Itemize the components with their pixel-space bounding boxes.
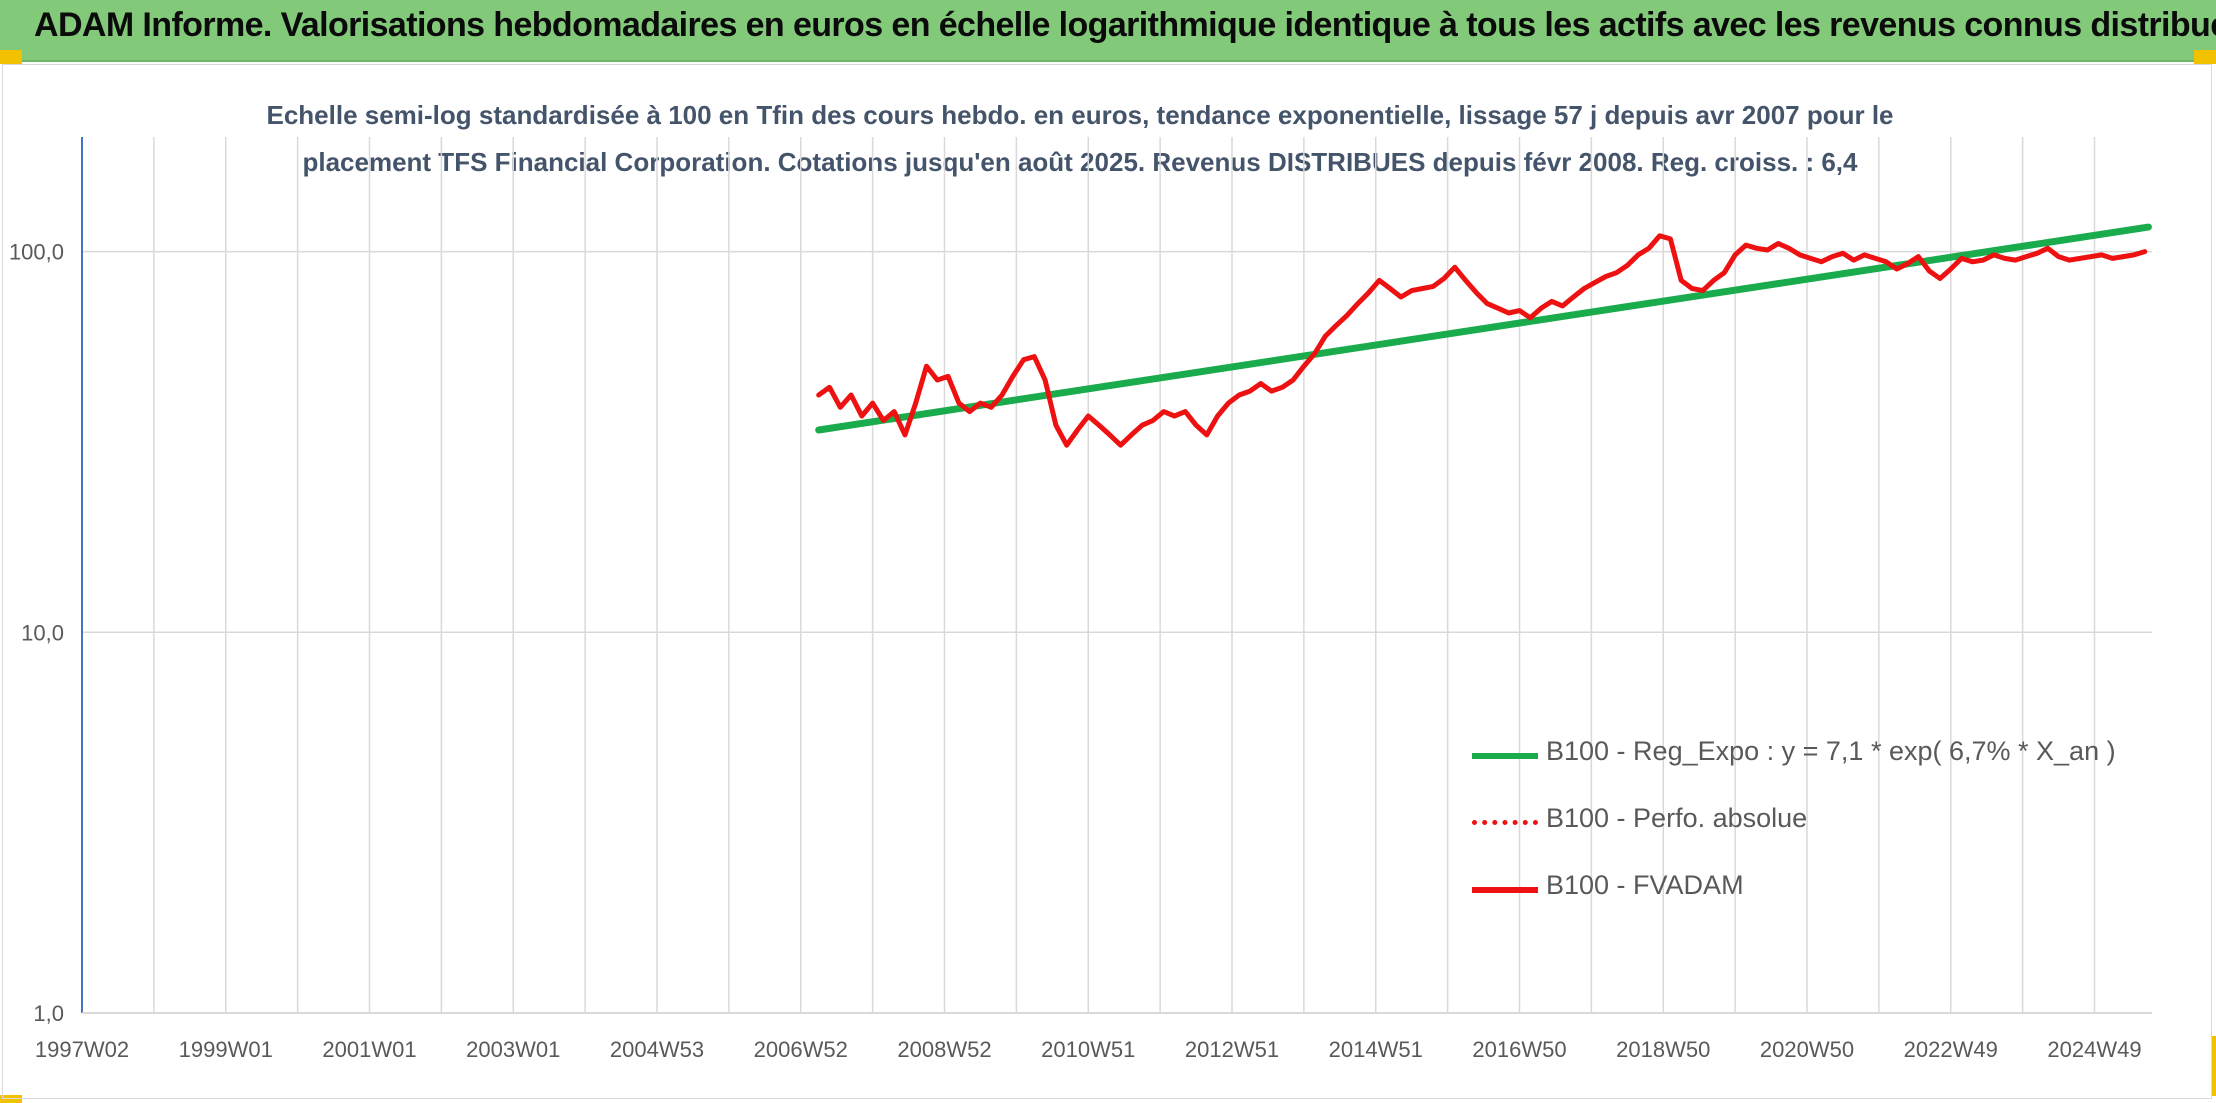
x-tick-label: 2024W49 [2047,1037,2141,1062]
x-tick-label: 2016W50 [1472,1037,1566,1062]
chart-title-line-2: placement TFS Financial Corporation. Cot… [302,147,1858,177]
x-tick-label: 2001W01 [322,1037,416,1062]
legend-label-fvadam: B100 - FVADAM [1546,870,1744,900]
x-tick-label: 1999W01 [179,1037,273,1062]
chart-title-line-1: Echelle semi-log standardisée à 100 en T… [266,100,1894,130]
legend-swatch-regression [1472,753,1538,759]
header-banner: ADAM Informe. Valorisations hebdomadaire… [0,0,2216,62]
corner-mark-top-left [0,50,22,64]
x-tick-label: 2006W52 [754,1037,848,1062]
x-tick-label: 2018W50 [1616,1037,1710,1062]
legend-item-fvadam: B100 - FVADAM [1472,862,2172,929]
x-tick-label: 2010W51 [1041,1037,1135,1062]
legend-label-perfo: B100 - Perfo. absolue [1546,803,1808,833]
x-tick-label: 2008W52 [897,1037,991,1062]
series-lines [815,223,2152,448]
x-tick-label: 1997W02 [35,1037,129,1062]
y-tick-label: 10,0 [21,620,64,645]
chart-title: Echelle semi-log standardisée à 100 en T… [230,92,1930,186]
legend-label-regression: B100 - Reg_Expo : y = 7,1 * exp( 6,7% * … [1546,736,2116,766]
legend-item-perfo: B100 - Perfo. absolue [1472,795,2172,862]
chart-frame [2,64,2212,1099]
legend-item-regression: B100 - Reg_Expo : y = 7,1 * exp( 6,7% * … [1472,728,2172,795]
tick-labels: 1,0 10,0 100,0 1997W02 1999W01 2001W01 2003W01… [9,240,2142,1062]
legend: B100 - Reg_Expo : y = 7,1 * exp( 6,7% * … [1472,728,2172,929]
x-tick-label: 2004W53 [610,1037,704,1062]
series-line-0 [815,223,2152,434]
corner-mark-top-right [2194,50,2216,64]
x-tick-label: 2022W49 [1904,1037,1998,1062]
x-tick-label: 2014W51 [1329,1037,1423,1062]
y-tick-label: 100,0 [9,240,64,265]
x-tick-label: 2012W51 [1185,1037,1279,1062]
axes [81,137,2152,1014]
page-title: ADAM Informe. Valorisations hebdomadaire… [34,6,2216,44]
series-line-2 [816,233,2148,448]
x-tick-label: 2020W50 [1760,1037,1854,1062]
corner-mark-bottom-left [0,1095,22,1103]
legend-swatch-perfo [1472,820,1538,825]
x-tick-label: 2003W01 [466,1037,560,1062]
corner-mark-bottom-right [2212,1036,2216,1096]
y-tick-label: 1,0 [33,1001,64,1026]
legend-swatch-fvadam [1472,887,1538,893]
